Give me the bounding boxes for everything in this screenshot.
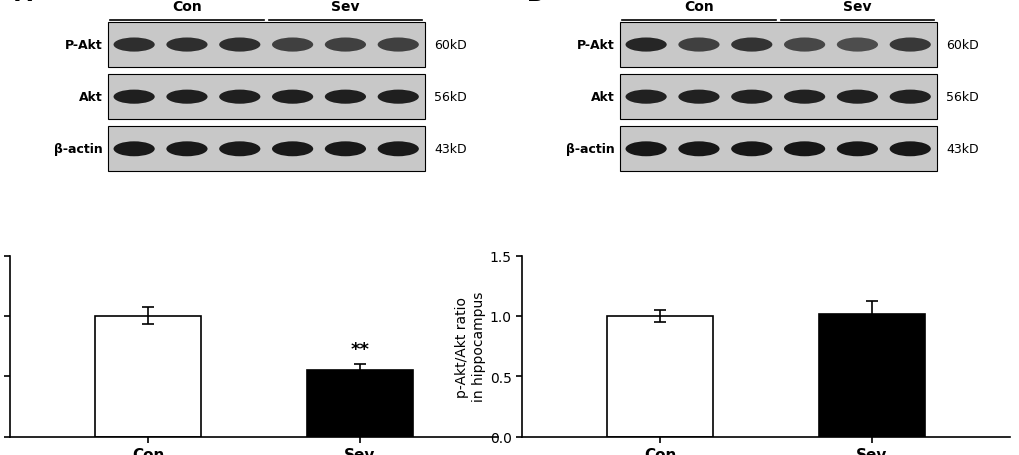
Bar xyxy=(108,127,424,172)
Ellipse shape xyxy=(219,38,260,52)
Text: 43kD: 43kD xyxy=(434,143,467,156)
Ellipse shape xyxy=(324,38,366,52)
Ellipse shape xyxy=(113,38,155,52)
Bar xyxy=(606,316,712,437)
Text: Sev: Sev xyxy=(331,0,360,14)
Ellipse shape xyxy=(678,38,718,52)
Bar xyxy=(307,370,413,437)
Text: Akt: Akt xyxy=(79,91,103,104)
Ellipse shape xyxy=(625,142,666,157)
Text: 60kD: 60kD xyxy=(434,39,467,52)
Ellipse shape xyxy=(324,142,366,157)
Bar xyxy=(108,23,424,68)
Ellipse shape xyxy=(377,91,419,105)
Ellipse shape xyxy=(219,142,260,157)
Ellipse shape xyxy=(377,38,419,52)
Text: Akt: Akt xyxy=(590,91,614,104)
Ellipse shape xyxy=(836,38,877,52)
Bar xyxy=(108,75,424,120)
Ellipse shape xyxy=(219,91,260,105)
Text: P-Akt: P-Akt xyxy=(65,39,103,52)
Ellipse shape xyxy=(836,91,877,105)
Ellipse shape xyxy=(272,91,313,105)
Text: 56kD: 56kD xyxy=(946,91,978,104)
Text: **: ** xyxy=(351,340,369,359)
Y-axis label: p-Akt/Akt ratio
in hippocampus: p-Akt/Akt ratio in hippocampus xyxy=(454,291,485,401)
Ellipse shape xyxy=(836,142,877,157)
Bar xyxy=(620,127,935,172)
Text: Sev: Sev xyxy=(843,0,871,14)
Text: 60kD: 60kD xyxy=(946,39,978,52)
Ellipse shape xyxy=(272,38,313,52)
Ellipse shape xyxy=(731,142,771,157)
Bar xyxy=(620,23,935,68)
Ellipse shape xyxy=(731,38,771,52)
Ellipse shape xyxy=(625,38,666,52)
Ellipse shape xyxy=(784,142,824,157)
Ellipse shape xyxy=(784,91,824,105)
Text: Con: Con xyxy=(684,0,713,14)
Ellipse shape xyxy=(731,91,771,105)
Ellipse shape xyxy=(784,38,824,52)
Ellipse shape xyxy=(113,91,155,105)
Ellipse shape xyxy=(324,91,366,105)
Text: Con: Con xyxy=(172,0,202,14)
Text: P-Akt: P-Akt xyxy=(577,39,614,52)
Ellipse shape xyxy=(166,38,207,52)
Text: β-actin: β-actin xyxy=(54,143,103,156)
Ellipse shape xyxy=(678,91,718,105)
Bar xyxy=(620,75,935,120)
Text: B: B xyxy=(527,0,543,5)
Ellipse shape xyxy=(889,38,930,52)
Ellipse shape xyxy=(166,91,207,105)
Text: 43kD: 43kD xyxy=(946,143,978,156)
Ellipse shape xyxy=(377,142,419,157)
Ellipse shape xyxy=(272,142,313,157)
Bar xyxy=(818,314,924,437)
Ellipse shape xyxy=(625,91,666,105)
Text: β-actin: β-actin xyxy=(566,143,614,156)
Ellipse shape xyxy=(113,142,155,157)
Ellipse shape xyxy=(889,142,930,157)
Ellipse shape xyxy=(166,142,207,157)
Text: A: A xyxy=(15,0,33,5)
Bar xyxy=(95,316,201,437)
Text: 56kD: 56kD xyxy=(434,91,467,104)
Ellipse shape xyxy=(678,142,718,157)
Ellipse shape xyxy=(889,91,930,105)
